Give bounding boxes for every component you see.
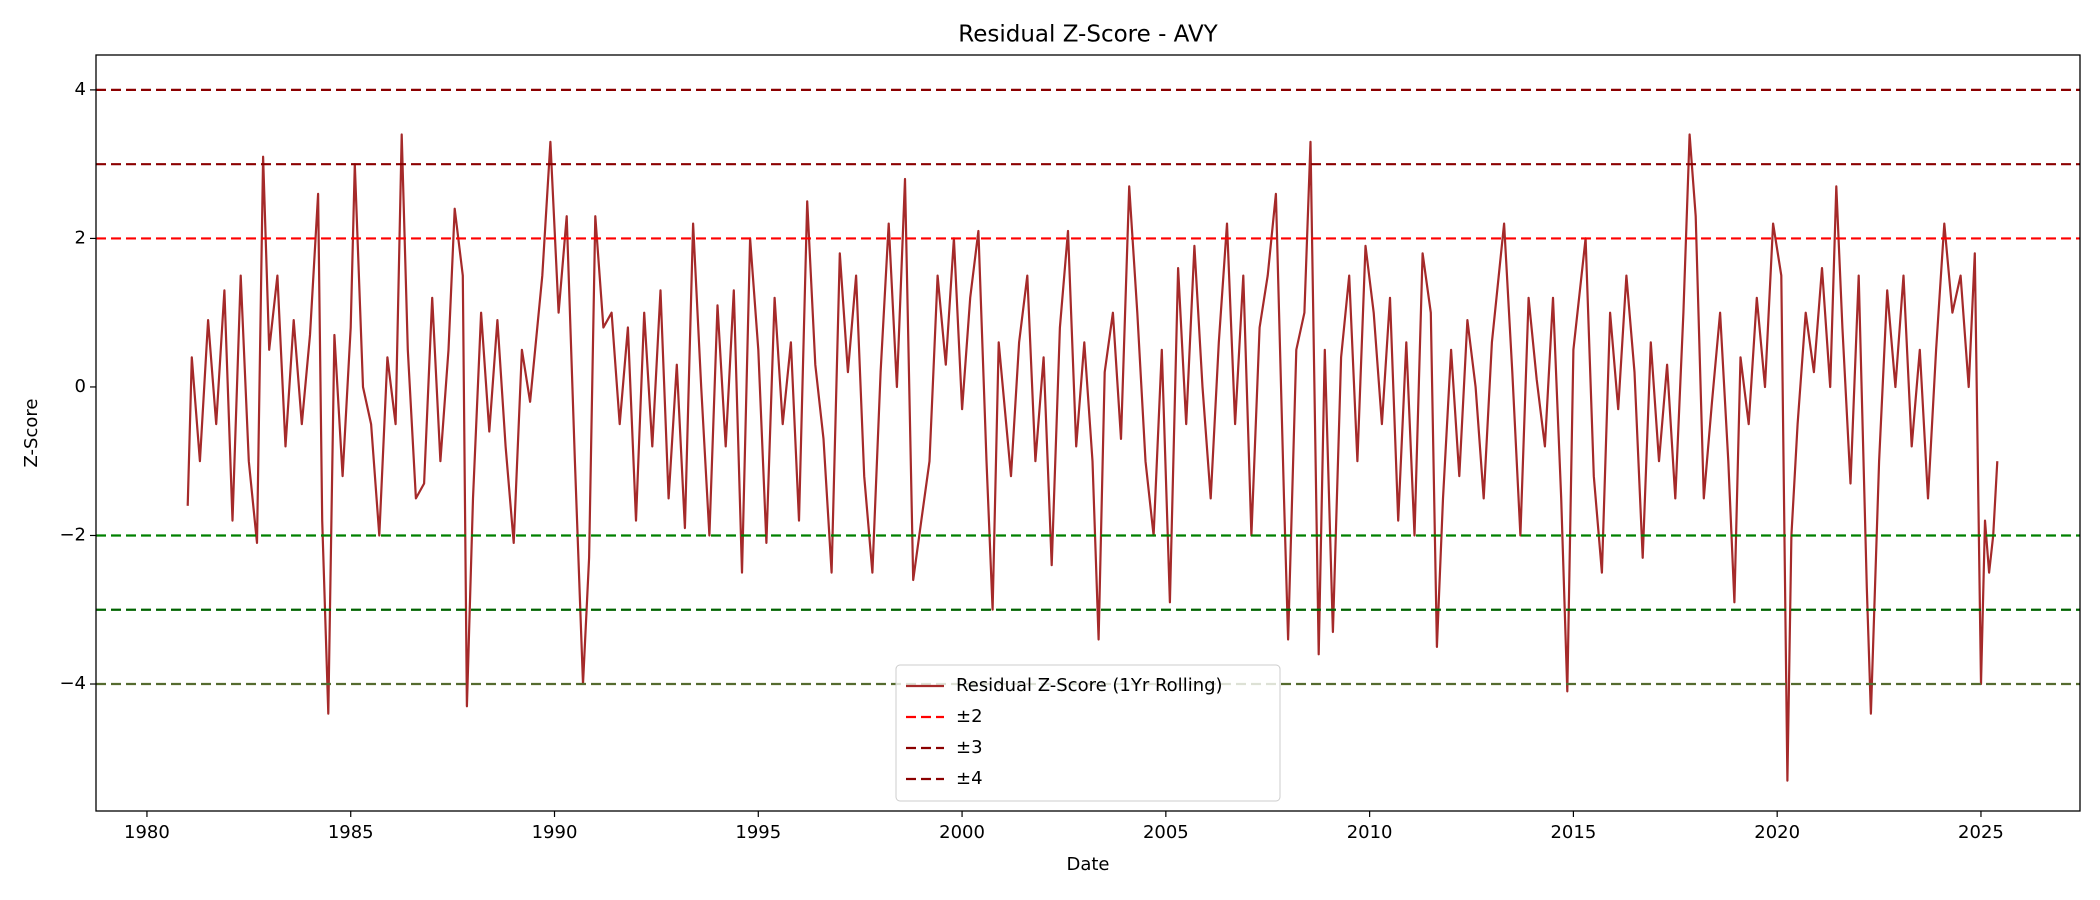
legend-box bbox=[895, 664, 1281, 802]
x-tick-label: 1985 bbox=[328, 822, 374, 843]
y-axis-label: Z-Score bbox=[21, 399, 42, 468]
x-axis-label: Date bbox=[1066, 854, 1109, 875]
legend-label: ±3 bbox=[956, 737, 983, 758]
y-tick-label: −4 bbox=[59, 673, 86, 694]
x-tick-label: 2010 bbox=[1347, 822, 1393, 843]
y-tick-label: 2 bbox=[75, 227, 86, 248]
x-tick-label: 1995 bbox=[735, 822, 781, 843]
legend-label: ±2 bbox=[956, 706, 983, 727]
data-line bbox=[186, 133, 1999, 782]
x-tick-label: 2020 bbox=[1754, 822, 1800, 843]
x-tick-label: 2000 bbox=[939, 822, 985, 843]
legend-label: ±4 bbox=[956, 768, 983, 789]
chart-title: Residual Z-Score - AVY bbox=[958, 22, 1218, 48]
x-tick-label: 2005 bbox=[1143, 822, 1189, 843]
plot-frame bbox=[95, 54, 2081, 812]
x-tick-label: 2025 bbox=[1958, 822, 2004, 843]
y-tick-label: 4 bbox=[75, 79, 86, 100]
x-tick-label: 2015 bbox=[1550, 822, 1596, 843]
x-tick-label: 1980 bbox=[124, 822, 170, 843]
y-tick-label: 0 bbox=[75, 376, 86, 397]
y-tick-label: −2 bbox=[59, 524, 86, 545]
x-tick-label: 1990 bbox=[532, 822, 578, 843]
legend-label: Residual Z-Score (1Yr Rolling) bbox=[956, 675, 1223, 696]
